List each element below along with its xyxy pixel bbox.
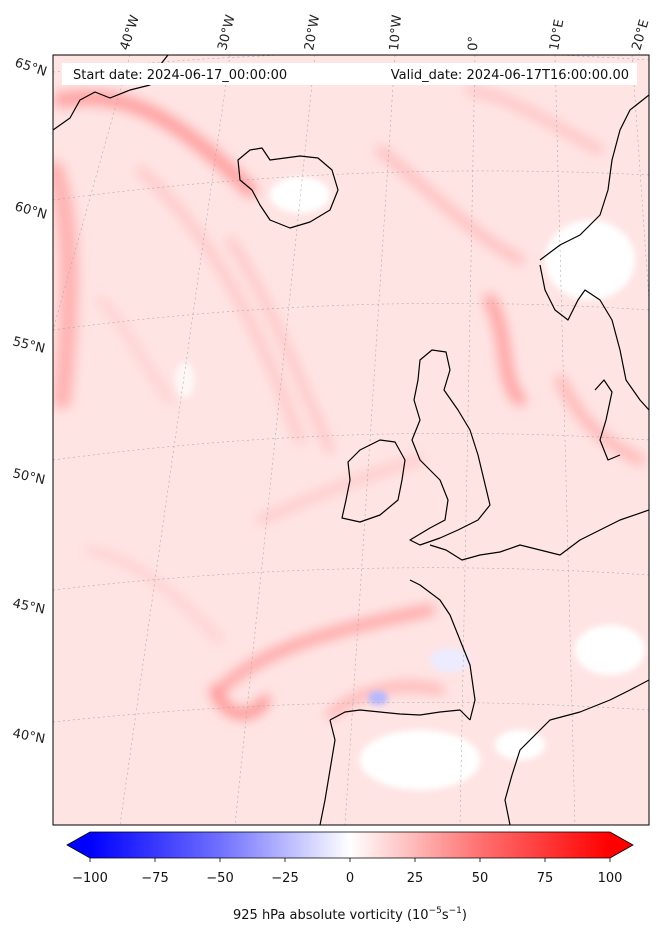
iberia-east-coast xyxy=(504,749,521,825)
vorticity-filaments xyxy=(53,86,645,719)
mediterranean-coast xyxy=(519,679,649,751)
colorbar-tick-label-neg25: −25 xyxy=(271,871,298,886)
map-frame xyxy=(52,54,650,826)
colorbar: −100 −75 −50 −25 0 25 50 75 100 925 hPa … xyxy=(66,831,634,923)
colorbar-min-extension xyxy=(67,832,90,858)
colorbar-tick-label-100: 100 xyxy=(598,871,623,886)
lon-label-10w: 10°W xyxy=(387,14,405,51)
colorbar-title-exp2: −1 xyxy=(449,906,462,916)
iberia-north-coast xyxy=(329,709,471,721)
iberia-west-coast xyxy=(319,719,336,825)
colorbar-tick-label-50: 50 xyxy=(472,871,489,886)
colorbar-gradient xyxy=(90,832,610,858)
lat-label-50n: 50°N xyxy=(11,466,46,488)
map-panel xyxy=(53,55,649,825)
latitude-labels: 65°N 60°N 55°N 50°N 45°N 40°N xyxy=(11,56,49,748)
colorbar-tick-label-neg75: −75 xyxy=(141,871,168,886)
colorbar-max-extension xyxy=(610,832,633,858)
lon-label-40w: 40°W xyxy=(118,13,143,52)
colorbar-title-main: 925 hPa absolute vorticity (10 xyxy=(233,908,429,923)
colorbar-title-mid: s xyxy=(442,908,449,923)
colorbar-tick-label-neg50: −50 xyxy=(206,871,233,886)
france-coast xyxy=(429,509,649,561)
lon-label-10e: 10°E xyxy=(547,18,567,51)
bay-of-biscay-coast xyxy=(409,579,476,721)
iceland-coast xyxy=(237,147,339,229)
valid-date-label: Valid_date: 2024-06-17T16:00:00.00 xyxy=(391,68,629,83)
colorbar-tick-label-neg100: −100 xyxy=(72,871,108,886)
denmark-coast xyxy=(594,379,621,461)
lat-label-55n: 55°N xyxy=(11,334,46,356)
graticule-lines xyxy=(53,55,649,825)
colorbar-tick-label-25: 25 xyxy=(407,871,424,886)
lat-label-60n: 60°N xyxy=(13,199,49,222)
lat-label-65n: 65°N xyxy=(13,56,49,80)
ireland-coast xyxy=(341,439,406,523)
norway-coast xyxy=(539,94,649,261)
scandinavia-south-coast xyxy=(539,264,649,411)
lat-label-40n: 40°N xyxy=(11,726,46,747)
colorbar-tick-label-75: 75 xyxy=(537,871,554,886)
lon-label-30w: 30°W xyxy=(215,13,238,52)
lon-label-20w: 20°W xyxy=(302,14,323,52)
longitude-labels: 40°W 30°W 20°W 10°W 0° 10°E 20°E xyxy=(118,13,653,52)
colorbar-tick-label-0: 0 xyxy=(346,871,354,886)
lon-label-20e: 20°E xyxy=(629,18,652,52)
colorbar-ticks xyxy=(89,858,611,862)
lat-label-45n: 45°N xyxy=(11,596,46,617)
start-date-label: Start date: 2024-06-17_00:00:00 xyxy=(73,68,287,83)
lon-label-0: 0° xyxy=(466,36,482,51)
colorbar-title-end: ) xyxy=(462,908,467,923)
colorbar-title-exp1: −5 xyxy=(429,906,442,916)
colorbar-title: 925 hPa absolute vorticity (10−5s−1) xyxy=(233,906,467,923)
header-band xyxy=(62,63,637,85)
scotland-england-coast xyxy=(409,349,491,546)
